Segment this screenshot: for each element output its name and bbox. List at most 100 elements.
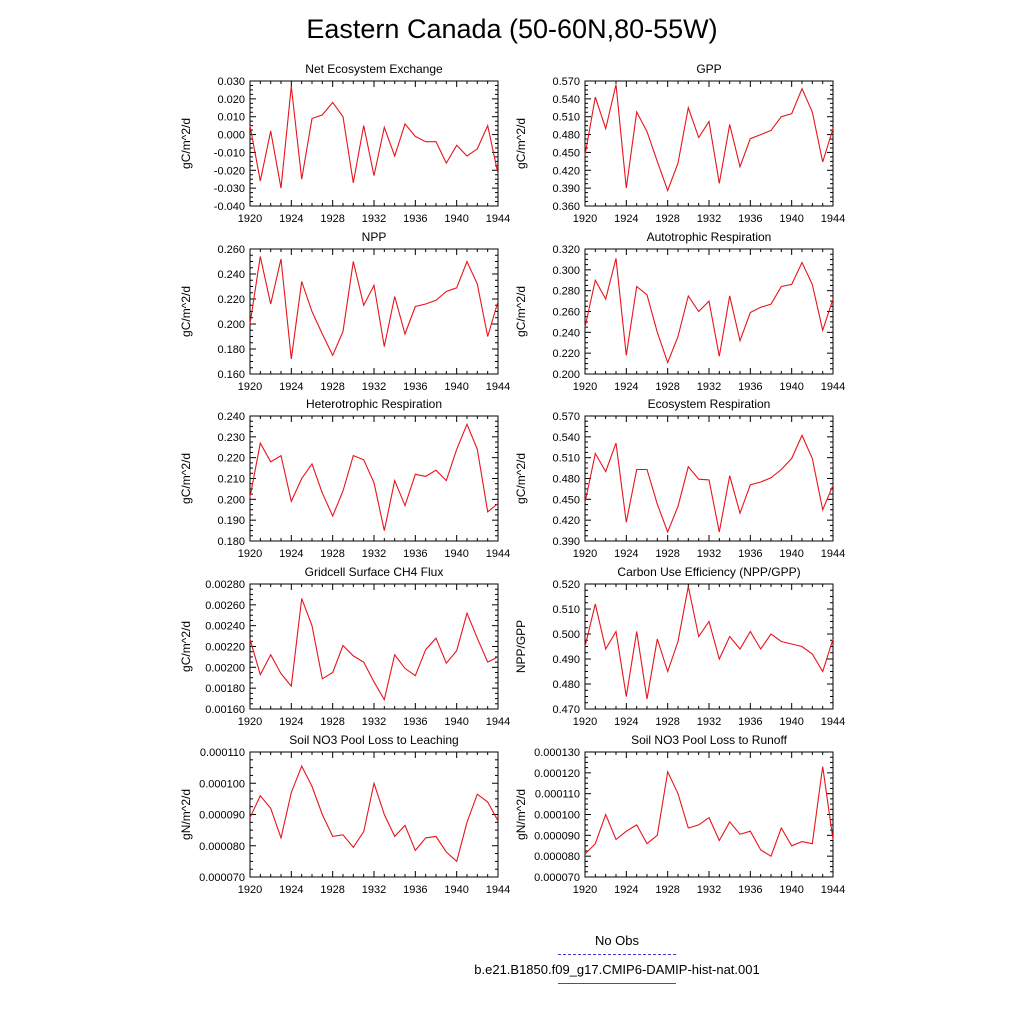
chart-panel-5: Heterotrophic Respiration gC/m^2/d 1920 192… <box>179 397 510 560</box>
y-tick-label: 0.300 <box>552 265 580 277</box>
y-tick-label: 0.510 <box>552 453 580 465</box>
y-tick-label: 0.510 <box>552 604 580 616</box>
y-tick-label: 0.000070 <box>534 872 580 884</box>
y-tick-label: 0.360 <box>552 201 580 213</box>
y-axis-label: gN/m^2/d <box>179 789 193 840</box>
chart-panel-8: Carbon Use Efficiency (NPP/GPP) NPP/GPP 19… <box>514 565 845 728</box>
x-tick-label: 1944 <box>486 548 510 560</box>
chart-title: Soil NO3 Pool Loss to Leaching <box>289 733 458 747</box>
y-tick-label: -0.040 <box>214 201 245 213</box>
y-tick-label: 0.480 <box>552 474 580 486</box>
y-tick-label: 0.280 <box>552 286 580 298</box>
x-tick-label: 1940 <box>779 884 803 896</box>
y-tick-label: 0.450 <box>552 147 580 159</box>
series-line <box>584 434 834 534</box>
x-tick-label: 1928 <box>320 884 344 896</box>
series-line <box>584 766 834 858</box>
x-tick-label: 1944 <box>486 381 510 393</box>
x-tick-label: 1928 <box>655 548 679 560</box>
y-tick-label: 0.420 <box>552 515 580 527</box>
y-axis-label: gC/m^2/d <box>179 286 193 337</box>
x-tick-label: 1940 <box>444 381 468 393</box>
chart-panel-1: Net Ecosystem Exchange gC/m^2/d 1920 1924 19… <box>179 62 510 225</box>
y-tick-label: 0.160 <box>217 369 245 381</box>
y-axis-label: NPP/GPP <box>514 620 528 673</box>
plot-frame <box>249 751 499 878</box>
y-tick-label: 0.010 <box>217 112 245 124</box>
y-tick-label: 0.000130 <box>534 747 580 759</box>
x-tick-label: 1940 <box>779 213 803 225</box>
x-tick-label: 1944 <box>486 213 510 225</box>
y-tick-label: 0.200 <box>217 319 245 331</box>
plot-frame <box>249 80 499 207</box>
y-tick-label: 0.520 <box>552 579 580 591</box>
x-tick-label: 1944 <box>821 884 845 896</box>
x-tick-label: 1928 <box>320 381 344 393</box>
x-tick-label: 1920 <box>573 381 597 393</box>
x-tick-label: 1920 <box>238 213 262 225</box>
y-tick-label: 0.480 <box>552 130 580 142</box>
y-tick-label: 0.180 <box>217 344 245 356</box>
x-tick-label: 1928 <box>655 213 679 225</box>
x-tick-label: 1936 <box>738 548 762 560</box>
x-tick-label: 1944 <box>821 381 845 393</box>
plot-frame <box>249 583 499 710</box>
y-tick-label: 0.220 <box>217 453 245 465</box>
x-tick-label: 1932 <box>697 548 721 560</box>
x-tick-label: 1932 <box>697 884 721 896</box>
x-tick-label: 1936 <box>738 716 762 728</box>
chart-title: Net Ecosystem Exchange <box>305 62 443 76</box>
x-tick-label: 1920 <box>238 548 262 560</box>
y-axis-label: gC/m^2/d <box>514 286 528 337</box>
chart-title: Heterotrophic Respiration <box>306 397 442 411</box>
series-line <box>249 422 499 531</box>
x-tick-label: 1920 <box>573 548 597 560</box>
x-tick-label: 1928 <box>320 548 344 560</box>
plot-frame <box>249 415 499 542</box>
x-tick-label: 1924 <box>614 548 638 560</box>
x-tick-label: 1928 <box>655 884 679 896</box>
x-tick-label: 1940 <box>779 381 803 393</box>
y-tick-label: 0.000090 <box>534 830 580 842</box>
y-tick-label: 0.00280 <box>205 579 245 591</box>
x-tick-label: 1932 <box>362 213 386 225</box>
x-tick-label: 1936 <box>403 884 427 896</box>
chart-panel-7: Gridcell Surface CH4 Flux gC/m^2/d 1920 192… <box>179 565 510 728</box>
chart-title: NPP <box>362 230 387 244</box>
x-tick-label: 1936 <box>403 213 427 225</box>
y-axis-label: gC/m^2/d <box>514 453 528 504</box>
x-tick-label: 1924 <box>614 381 638 393</box>
x-tick-label: 1920 <box>238 381 262 393</box>
chart-title: Ecosystem Respiration <box>648 397 771 411</box>
y-tick-label: 0.200 <box>552 369 580 381</box>
x-tick-label: 1932 <box>362 548 386 560</box>
y-tick-label: 0.510 <box>552 112 580 124</box>
y-tick-label: 0.00200 <box>205 662 245 674</box>
x-tick-label: 1932 <box>697 381 721 393</box>
y-tick-label: -0.030 <box>214 183 245 195</box>
chart-title: Carbon Use Efficiency (NPP/GPP) <box>617 565 800 579</box>
x-tick-label: 1928 <box>320 213 344 225</box>
x-tick-label: 1940 <box>779 548 803 560</box>
x-tick-label: 1944 <box>486 716 510 728</box>
y-tick-label: 0.500 <box>552 629 580 641</box>
y-tick-label: 0.000080 <box>199 841 245 853</box>
x-tick-label: 1920 <box>573 213 597 225</box>
x-tick-label: 1944 <box>821 213 845 225</box>
x-tick-label: 1932 <box>697 213 721 225</box>
series-line <box>584 258 834 365</box>
y-tick-label: 0.540 <box>552 432 580 444</box>
chart-panel-3: NPP gC/m^2/d 1920 1924 1928 1932 1936 1940 1944 0… <box>179 230 510 393</box>
chart-panel-4: Autotrophic Respiration gC/m^2/d 1920 1924 1… <box>514 230 845 393</box>
series-line <box>584 586 834 700</box>
y-tick-label: -0.020 <box>214 165 245 177</box>
x-tick-label: 1940 <box>779 716 803 728</box>
x-tick-label: 1924 <box>614 884 638 896</box>
y-tick-label: 0.220 <box>217 294 245 306</box>
x-tick-label: 1920 <box>573 716 597 728</box>
x-tick-label: 1936 <box>738 381 762 393</box>
chart-panel-9: Soil NO3 Pool Loss to Leaching gN/m^2/d 19… <box>179 733 510 896</box>
y-tick-label: 0.00260 <box>205 600 245 612</box>
x-tick-label: 1932 <box>362 884 386 896</box>
